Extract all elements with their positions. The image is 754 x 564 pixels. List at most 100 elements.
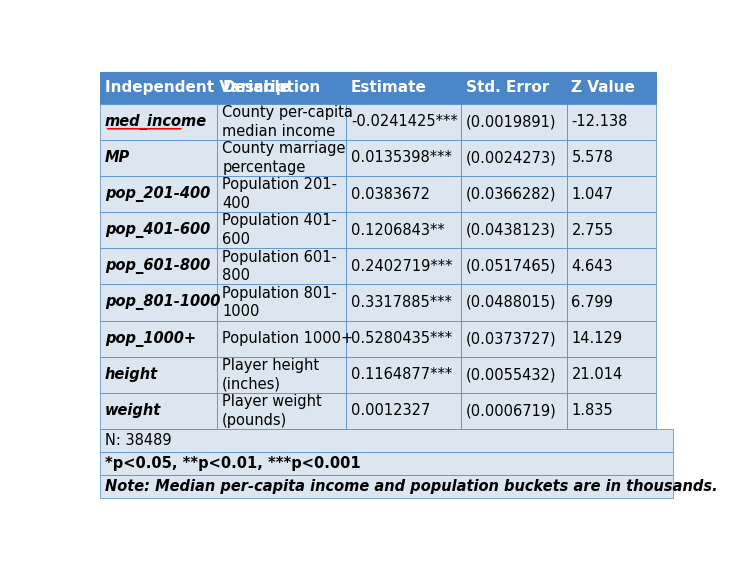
Text: Estimate: Estimate bbox=[351, 81, 427, 95]
Bar bbox=[461, 212, 567, 248]
Bar bbox=[217, 284, 346, 320]
Bar bbox=[461, 320, 567, 356]
Bar bbox=[567, 248, 655, 284]
Text: 1.835: 1.835 bbox=[572, 403, 613, 418]
Text: 0.2402719***: 0.2402719*** bbox=[351, 259, 452, 274]
Bar bbox=[217, 393, 346, 429]
Bar bbox=[217, 176, 346, 212]
Bar bbox=[567, 212, 655, 248]
Bar bbox=[100, 248, 217, 284]
Text: *p<0.05, **p<0.01, ***p<0.001: *p<0.05, **p<0.01, ***p<0.001 bbox=[105, 456, 360, 471]
Text: Population 801-
1000: Population 801- 1000 bbox=[222, 285, 337, 319]
Text: 1.047: 1.047 bbox=[572, 187, 614, 201]
Text: med_income: med_income bbox=[105, 114, 207, 130]
Text: County per-capita
median income: County per-capita median income bbox=[222, 105, 353, 139]
Text: Player weight
(pounds): Player weight (pounds) bbox=[222, 394, 322, 428]
Text: 21.014: 21.014 bbox=[572, 367, 623, 382]
Text: 0.1206843**: 0.1206843** bbox=[351, 223, 445, 237]
Text: Population 1000+: Population 1000+ bbox=[222, 331, 354, 346]
Bar bbox=[100, 212, 217, 248]
Text: pop_601-800: pop_601-800 bbox=[105, 258, 210, 274]
Text: MP: MP bbox=[105, 151, 130, 165]
Text: height: height bbox=[105, 367, 158, 382]
Text: (0.0438123): (0.0438123) bbox=[465, 223, 556, 237]
Text: pop_1000+: pop_1000+ bbox=[105, 331, 196, 346]
Text: County marriage
percentage: County marriage percentage bbox=[222, 141, 345, 175]
Text: Player height
(inches): Player height (inches) bbox=[222, 358, 319, 391]
Bar bbox=[217, 104, 346, 140]
Bar bbox=[461, 140, 567, 176]
Text: -0.0241425***: -0.0241425*** bbox=[351, 114, 458, 129]
Bar bbox=[346, 104, 461, 140]
Bar bbox=[567, 393, 655, 429]
Text: 0.0012327: 0.0012327 bbox=[351, 403, 431, 418]
Bar bbox=[461, 248, 567, 284]
Text: Independent Variable: Independent Variable bbox=[105, 81, 290, 95]
Text: 6.799: 6.799 bbox=[572, 295, 613, 310]
Bar bbox=[100, 320, 217, 356]
Text: (0.0024273): (0.0024273) bbox=[465, 151, 556, 165]
Bar bbox=[461, 356, 567, 393]
Bar bbox=[100, 72, 217, 104]
Bar bbox=[346, 320, 461, 356]
Bar bbox=[217, 248, 346, 284]
Text: Description: Description bbox=[222, 81, 320, 95]
Text: 5.578: 5.578 bbox=[572, 151, 613, 165]
Text: 14.129: 14.129 bbox=[572, 331, 623, 346]
Text: Z Value: Z Value bbox=[572, 81, 636, 95]
Bar bbox=[100, 140, 217, 176]
Bar bbox=[461, 176, 567, 212]
Bar bbox=[346, 212, 461, 248]
Text: (0.0019891): (0.0019891) bbox=[465, 114, 556, 129]
Bar bbox=[461, 104, 567, 140]
Bar bbox=[346, 393, 461, 429]
Text: 0.3317885***: 0.3317885*** bbox=[351, 295, 452, 310]
Bar bbox=[346, 176, 461, 212]
Text: Population 401-
600: Population 401- 600 bbox=[222, 213, 337, 247]
Bar bbox=[567, 284, 655, 320]
Text: pop_801-1000: pop_801-1000 bbox=[105, 294, 220, 310]
Text: Std. Error: Std. Error bbox=[465, 81, 549, 95]
Text: Population 201-
400: Population 201- 400 bbox=[222, 177, 337, 211]
Bar bbox=[217, 356, 346, 393]
Text: 2.755: 2.755 bbox=[572, 223, 614, 237]
Bar bbox=[567, 140, 655, 176]
Text: (0.0366282): (0.0366282) bbox=[465, 187, 556, 201]
Bar bbox=[100, 176, 217, 212]
Bar bbox=[100, 104, 217, 140]
Bar bbox=[461, 72, 567, 104]
Bar bbox=[346, 284, 461, 320]
Bar bbox=[567, 176, 655, 212]
Bar bbox=[100, 284, 217, 320]
Bar bbox=[100, 475, 673, 497]
Text: 4.643: 4.643 bbox=[572, 259, 613, 274]
Text: (0.0006719): (0.0006719) bbox=[465, 403, 556, 418]
Text: 0.0135398***: 0.0135398*** bbox=[351, 151, 452, 165]
Bar bbox=[567, 320, 655, 356]
Bar bbox=[217, 320, 346, 356]
Bar bbox=[217, 212, 346, 248]
Bar bbox=[100, 452, 673, 475]
Bar bbox=[217, 72, 346, 104]
Text: 0.1164877***: 0.1164877*** bbox=[351, 367, 452, 382]
Text: 0.5280435***: 0.5280435*** bbox=[351, 331, 452, 346]
Text: Population 601-
800: Population 601- 800 bbox=[222, 249, 337, 283]
Text: pop_201-400: pop_201-400 bbox=[105, 186, 210, 202]
Text: weight: weight bbox=[105, 403, 161, 418]
Bar bbox=[567, 104, 655, 140]
Bar bbox=[346, 140, 461, 176]
Text: Note: Median per-capita income and population buckets are in thousands.: Note: Median per-capita income and popul… bbox=[105, 479, 717, 494]
Bar bbox=[346, 248, 461, 284]
Text: -12.138: -12.138 bbox=[572, 114, 628, 129]
Bar bbox=[461, 284, 567, 320]
Bar bbox=[346, 356, 461, 393]
Bar bbox=[100, 429, 673, 452]
Bar bbox=[567, 356, 655, 393]
Bar bbox=[217, 140, 346, 176]
Text: (0.0488015): (0.0488015) bbox=[465, 295, 556, 310]
Text: 0.0383672: 0.0383672 bbox=[351, 187, 430, 201]
Bar bbox=[461, 393, 567, 429]
Bar bbox=[567, 72, 655, 104]
Text: pop_401-600: pop_401-600 bbox=[105, 222, 210, 238]
Text: (0.0517465): (0.0517465) bbox=[465, 259, 556, 274]
